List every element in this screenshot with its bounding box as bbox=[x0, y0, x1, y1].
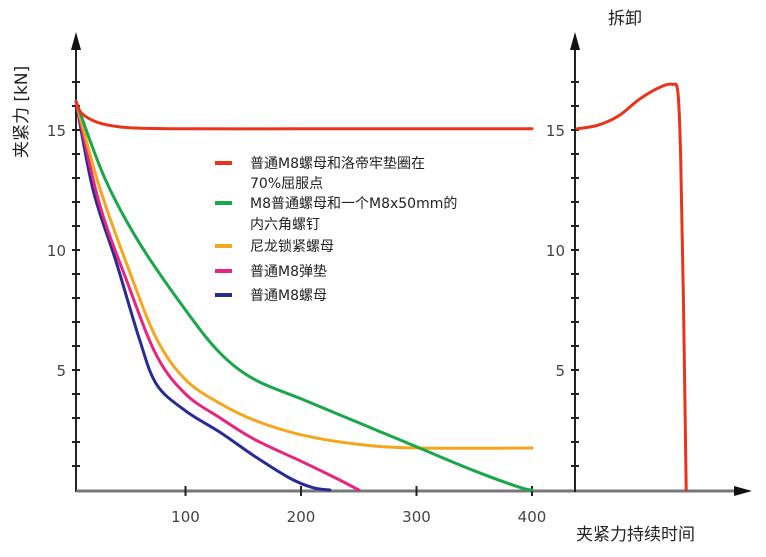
y-axis-left-arrow bbox=[71, 32, 81, 50]
removal-series-line bbox=[575, 82, 688, 492]
y-tick-label-left: 10 bbox=[47, 242, 66, 260]
y-tick-label-right: 10 bbox=[546, 242, 565, 260]
legend: 普通M8螺母和洛帝牢垫圈在 70%屈服点 M8普通螺母和一个M8x50mm的 内… bbox=[215, 156, 457, 304]
y-tick-label-left: 15 bbox=[47, 122, 66, 140]
legend-item: 尼龙锁紧螺母 bbox=[215, 239, 334, 255]
y-axis-label: 夹紧力 [kN] bbox=[12, 66, 32, 158]
legend-label: 内六角螺钉 bbox=[250, 217, 320, 233]
legend-label: 尼龙锁紧螺母 bbox=[250, 239, 334, 255]
legend-label: 普通M8弹垫 bbox=[250, 264, 327, 280]
legend-item: 普通M8弹垫 bbox=[215, 264, 327, 280]
legend-item: 普通M8螺母和洛帝牢垫圈在 70%屈服点 bbox=[215, 156, 425, 192]
y-axis-right-arrow bbox=[570, 32, 580, 50]
y-tick-label-right: 5 bbox=[555, 362, 565, 380]
series-line bbox=[74, 99, 361, 492]
legend-label: 70%屈服点 bbox=[250, 176, 323, 192]
x-tick-label: 400 bbox=[518, 508, 547, 526]
x-tick-label: 100 bbox=[171, 508, 200, 526]
x-axis-arrow bbox=[734, 486, 752, 496]
series-line bbox=[74, 99, 534, 450]
right-panel-title: 拆卸 bbox=[608, 9, 642, 29]
x-tick-label: 200 bbox=[287, 508, 316, 526]
series-line bbox=[74, 99, 534, 492]
x-axis-label: 夹紧力持续时间 bbox=[576, 525, 695, 545]
legend-item: 普通M8螺母 bbox=[215, 288, 327, 304]
series-line bbox=[74, 99, 332, 492]
x-tick-label: 300 bbox=[402, 508, 431, 526]
legend-label: 普通M8螺母 bbox=[250, 288, 327, 304]
y-tick-label-right: 15 bbox=[546, 122, 565, 140]
series-line bbox=[74, 99, 534, 131]
legend-item: M8普通螺母和一个M8x50mm的 内六角螺钉 bbox=[215, 196, 457, 233]
legend-label: M8普通螺母和一个M8x50mm的 bbox=[250, 196, 457, 212]
y-tick-label-left: 5 bbox=[56, 362, 66, 380]
legend-label: 普通M8螺母和洛帝牢垫圈在 bbox=[250, 156, 425, 172]
